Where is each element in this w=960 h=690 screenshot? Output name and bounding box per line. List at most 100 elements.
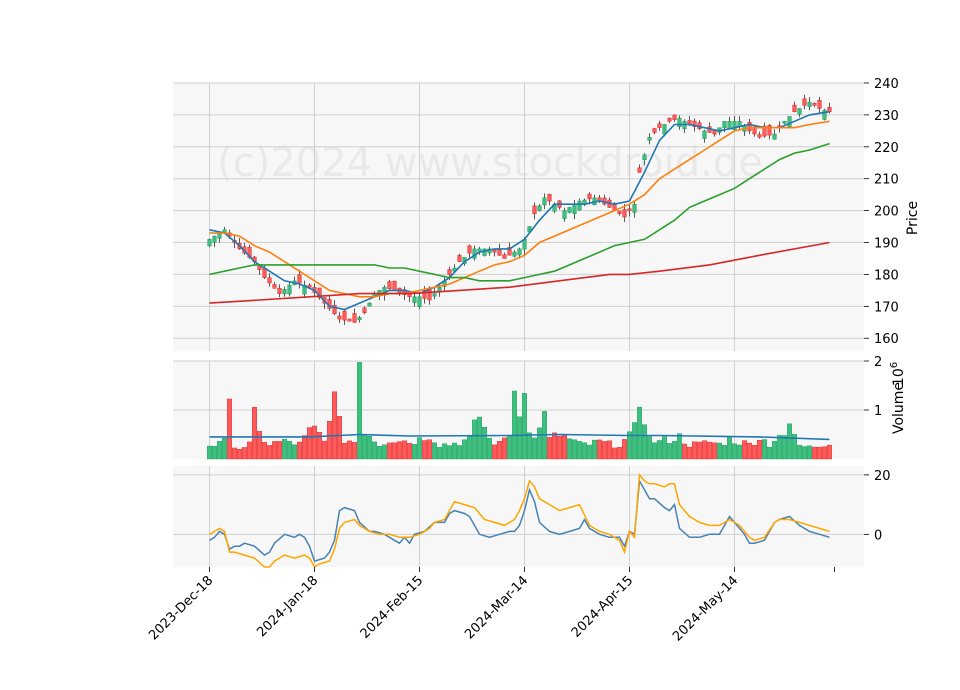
candle-body xyxy=(812,103,817,106)
candle-body xyxy=(402,289,407,295)
volume-bar xyxy=(707,441,713,460)
candle-body xyxy=(732,121,737,131)
volume-bar xyxy=(527,432,533,460)
price-axis-label: Price xyxy=(905,201,921,235)
volume-ma-line xyxy=(209,433,830,441)
candle-body xyxy=(672,114,677,120)
volume-bar xyxy=(277,441,283,460)
volume-bar xyxy=(642,424,648,460)
candle-body xyxy=(827,107,832,112)
volume-bar xyxy=(497,441,503,460)
volume-bar xyxy=(687,446,693,460)
volume-bar xyxy=(702,440,708,460)
volume-bar xyxy=(397,441,403,460)
volume-bar xyxy=(537,427,543,460)
x-tick-label: 2023-Dec-18 xyxy=(146,573,216,643)
volume-bar xyxy=(662,436,668,460)
candle-body xyxy=(347,318,352,322)
candle-body xyxy=(272,284,277,289)
candle-body xyxy=(667,117,672,122)
volume-bar xyxy=(377,445,383,460)
volume-bar xyxy=(382,444,388,460)
volume-bar xyxy=(827,444,833,460)
candle-body xyxy=(632,203,637,213)
candle-body xyxy=(212,235,217,243)
candle-body xyxy=(332,305,337,315)
volume-bar xyxy=(627,431,633,460)
x-tick-label: 2024-Mar-14 xyxy=(462,573,531,642)
price-tick-label: 190 xyxy=(874,237,899,252)
candle-body xyxy=(352,313,357,323)
candle-body xyxy=(417,296,422,307)
candle-body xyxy=(692,120,697,127)
candle-body xyxy=(282,289,287,295)
candle-body xyxy=(807,101,812,107)
volume-bar xyxy=(432,442,438,460)
volume-bar xyxy=(342,442,348,460)
candle-body xyxy=(482,248,487,256)
volume-bar xyxy=(767,446,773,460)
oscillator-panel xyxy=(173,466,864,567)
volume-bar xyxy=(647,436,653,460)
volume-bar xyxy=(737,444,743,460)
volume-bar xyxy=(262,442,268,460)
volume-bar xyxy=(477,416,483,460)
price-tick-label: 160 xyxy=(874,332,899,347)
candle-body xyxy=(772,133,777,140)
candle-body xyxy=(577,200,582,211)
oscillator-tick-label: 0 xyxy=(874,528,882,543)
volume-bar xyxy=(817,446,823,460)
candle-body xyxy=(517,248,522,256)
candle-body xyxy=(277,287,282,294)
candle-body xyxy=(537,205,542,211)
volume-bar xyxy=(251,407,257,460)
price-tick-label: 230 xyxy=(874,109,899,124)
volume-bar xyxy=(572,439,578,460)
volume-bar xyxy=(522,393,528,460)
candle-body xyxy=(562,210,567,219)
volume-bar xyxy=(402,440,408,460)
candle-body xyxy=(337,315,342,320)
candle-body xyxy=(492,249,497,253)
candle-body xyxy=(822,109,827,120)
volume-bar xyxy=(211,445,217,460)
candle-body xyxy=(357,317,362,321)
candle-body xyxy=(792,104,797,112)
volume-bar xyxy=(792,434,798,460)
volume-bar xyxy=(206,445,212,460)
candle-body xyxy=(657,123,662,128)
volume-tick-label: 2 xyxy=(874,355,882,370)
volume-bar xyxy=(392,442,398,460)
volume-bar xyxy=(487,437,493,460)
volume-bar xyxy=(482,426,488,460)
volume-bar xyxy=(802,446,808,460)
volume-bar xyxy=(567,438,573,460)
volume-bar xyxy=(302,435,308,460)
volume-bar xyxy=(532,437,538,460)
candle-body xyxy=(702,130,707,139)
volume-bar xyxy=(422,440,428,460)
volume-bar xyxy=(812,446,818,460)
candle-body xyxy=(762,125,767,137)
sma-20-line xyxy=(209,120,830,298)
candle-body xyxy=(747,122,752,132)
volume-bar xyxy=(657,440,663,460)
volume-bar xyxy=(787,423,793,460)
volume-axis-label: Volume xyxy=(891,382,907,434)
candle-body xyxy=(427,289,432,301)
volume-bar xyxy=(472,419,478,460)
volume-bar xyxy=(417,437,423,460)
candle-body xyxy=(362,307,367,313)
volume-bar xyxy=(241,447,247,460)
volume-bar xyxy=(327,420,333,460)
volume-bar xyxy=(372,441,378,460)
volume-bar xyxy=(592,439,598,460)
price-tick-label: 210 xyxy=(874,173,899,188)
candle-body xyxy=(617,210,622,215)
volume-tick-label: 1 xyxy=(874,404,882,419)
volume-bar xyxy=(652,442,658,460)
volume-bar xyxy=(467,435,473,460)
candle-body xyxy=(797,108,802,115)
